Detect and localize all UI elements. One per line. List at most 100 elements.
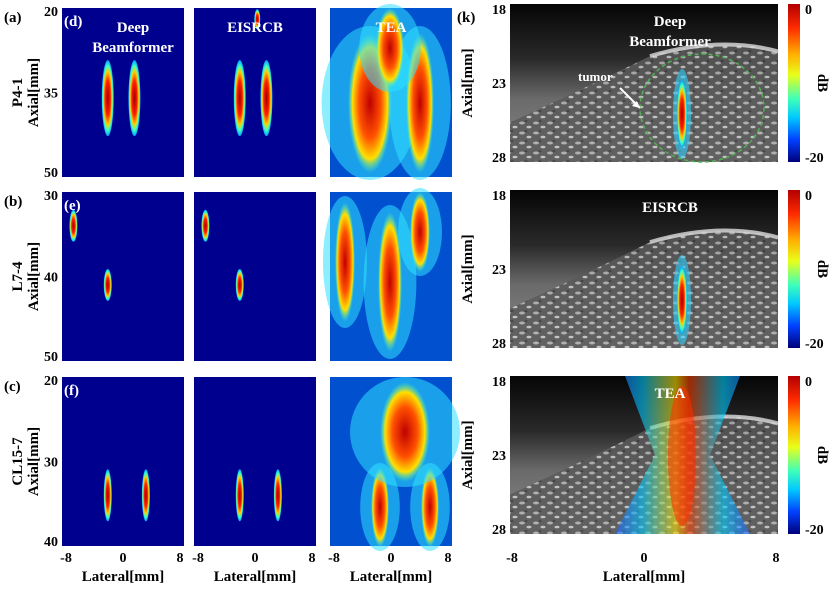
heatmap-panel-2-0: (f): [62, 377, 184, 546]
heat-panel-label: (e): [64, 198, 81, 214]
overlay-title-line1: EISRCB: [642, 200, 698, 216]
colorbar: [788, 4, 800, 162]
y-tick-label: 30: [44, 189, 58, 204]
target-spot: [235, 469, 244, 522]
y-axis-label: Axial[mm]: [26, 427, 42, 496]
x-tick-label: 0: [388, 551, 395, 566]
y-axis-label: Axial[mm]: [26, 242, 42, 311]
tissue-boundary: [649, 228, 779, 245]
target-overlay: [677, 80, 687, 148]
right-x-tick: 0: [641, 551, 648, 566]
tea-beam: [378, 212, 402, 352]
column-title-line2: Beamformer: [92, 40, 174, 56]
x-axis-label: Lateral[mm]: [214, 569, 296, 585]
heatmap-panel-2-1: [194, 377, 316, 546]
right-y-axis-label: Axial[mm]: [460, 48, 476, 117]
target-spot: [201, 209, 210, 242]
heatmap-background: [194, 192, 316, 361]
colorbar-min: -20: [805, 523, 824, 538]
y-tick-label: 50: [44, 166, 58, 181]
probe-label: CL15-7 Axial[mm]: [10, 427, 42, 496]
x-tick-label: -8: [60, 551, 72, 566]
panel-label: (b): [4, 194, 22, 210]
colorbar-min: -20: [805, 151, 824, 166]
heatmap-panel-0-2: TEA: [321, 4, 452, 180]
y-tick-label: 20: [44, 5, 58, 20]
colorbar-unit: dB: [814, 446, 830, 464]
column-title: TEA: [376, 20, 407, 36]
column-title: EISRCB: [227, 20, 283, 36]
heatmap-background: [194, 8, 316, 177]
tea-beam: [335, 202, 355, 322]
right-y-axis-label: Axial[mm]: [460, 420, 476, 489]
target-spot: [101, 60, 114, 137]
heat-panel-label: (d): [64, 14, 82, 30]
y-tick-label: 50: [44, 350, 58, 365]
tissue-region: [510, 44, 778, 162]
colorbar-min: -20: [805, 337, 824, 352]
overlay-title-line2: Beamformer: [629, 34, 711, 50]
column-title-line1: Deep: [117, 20, 150, 36]
y-axis-label: Axial[mm]: [26, 58, 42, 127]
panel-label-right: (k): [457, 10, 475, 26]
right-y-tick: 23: [492, 77, 506, 92]
heatmap-panel-1-2: [323, 188, 452, 361]
heatmap-panel-1-1: [194, 192, 316, 361]
right-y-tick: 28: [492, 523, 506, 538]
target-spot: [235, 268, 244, 301]
target-overlay: [677, 266, 687, 334]
heatmap-background: [62, 377, 184, 546]
target-spot: [141, 469, 150, 522]
colorbar: [788, 190, 800, 348]
tissue-boundary: [649, 42, 779, 59]
right-y-tick: 23: [492, 263, 506, 278]
x-tick-label: -8: [192, 551, 204, 566]
x-tick-label: 8: [445, 551, 452, 566]
target-spot: [128, 60, 141, 137]
heatmap-background: [62, 192, 184, 361]
x-tick-label: -8: [328, 551, 340, 566]
probe-label: P4-1 Axial[mm]: [10, 58, 42, 127]
tea-beam: [410, 192, 430, 272]
target-spot: [260, 60, 273, 137]
overlay-title-line1: TEA: [655, 386, 686, 402]
heatmap-panel-2-2: [330, 377, 460, 551]
tumor-arrowhead: [632, 101, 640, 108]
target-spot: [254, 9, 261, 30]
right-y-tick: 18: [492, 189, 506, 204]
overlay-panel-2: TEA 18 23 28 Axial[mm] 0 -20 dB: [460, 375, 830, 538]
x-tick-label: 8: [177, 551, 184, 566]
x-tick-label: 8: [309, 551, 316, 566]
column-title-line1: EISRCB: [227, 20, 283, 36]
x-axis-label: Lateral[mm]: [350, 569, 432, 585]
colorbar-max: 0: [805, 3, 812, 18]
heatmap-panel-0-0: Deep Beamformer (d): [62, 8, 184, 177]
heatmap-background: [62, 8, 184, 177]
target-spot: [103, 268, 112, 301]
colorbar: [788, 376, 800, 534]
right-y-tick: 18: [492, 3, 506, 18]
right-x-tick: 8: [773, 551, 780, 566]
probe-name: CL15-7: [10, 437, 26, 486]
x-tick-label: 0: [120, 551, 127, 566]
target-spot: [69, 209, 78, 242]
y-tick-label: 30: [44, 456, 58, 471]
heatmap-panel-1-0: (e): [62, 192, 184, 361]
target-spot: [233, 60, 246, 137]
tea-hot-zone: [668, 386, 696, 526]
right-y-tick: 28: [492, 151, 506, 166]
target-spot: [273, 469, 282, 522]
target-spot: [103, 469, 112, 522]
x-tick-label: 0: [252, 551, 259, 566]
probe-label: L7-4 Axial[mm]: [10, 242, 42, 311]
panel-label: (a): [4, 10, 22, 26]
right-x-axis-label: Lateral[mm]: [603, 569, 685, 585]
column-title: Deep Beamformer: [92, 20, 174, 56]
heat-panel-label: (f): [64, 383, 79, 399]
tea-beam: [376, 8, 404, 88]
tissue-region: [510, 230, 778, 348]
colorbar-max: 0: [805, 375, 812, 390]
overlay-panel-0: tumor Deep Beamformer 18 23 28 Axial[mm] 0 -20 dB: [460, 3, 830, 166]
tumor-annotation: tumor: [578, 69, 613, 84]
